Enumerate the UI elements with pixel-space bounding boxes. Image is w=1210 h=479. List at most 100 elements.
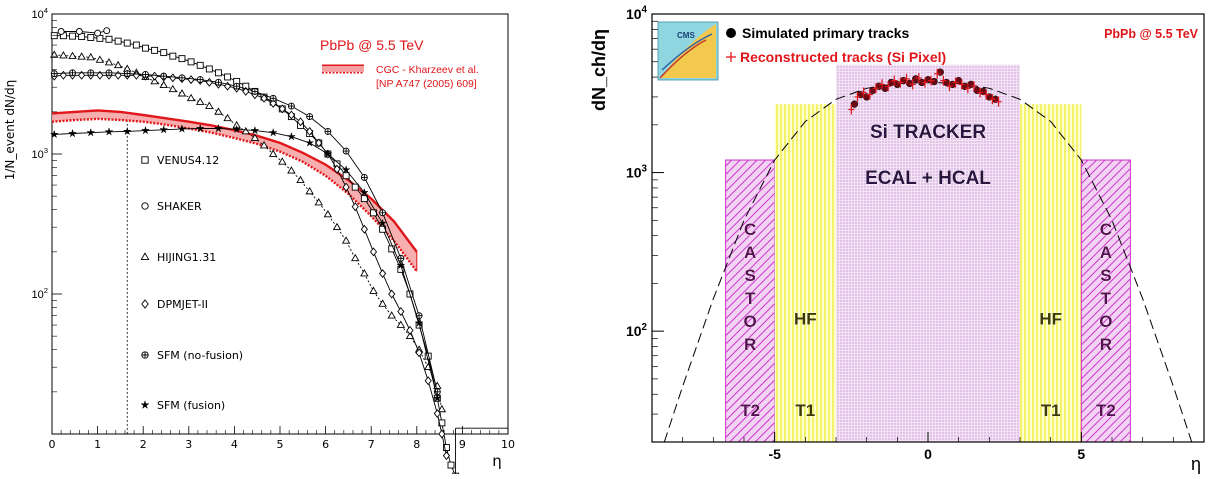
reco-point xyxy=(915,72,922,83)
marker-diamond xyxy=(379,269,387,279)
legend-marker-diamond xyxy=(141,299,149,309)
left-legend-item: SFM (no-fusion) xyxy=(141,349,243,362)
left-system-label: PbPb @ 5.5 TeV xyxy=(320,37,424,53)
marker-crosscircle xyxy=(160,72,168,80)
left-x-tick-label: 8 xyxy=(413,438,420,451)
marker-diamond xyxy=(269,98,277,108)
castor-letter: S xyxy=(1100,266,1111,285)
reco-point xyxy=(989,94,996,105)
region-sub-label: T2 xyxy=(1096,401,1116,420)
reco-point xyxy=(872,83,879,94)
marker-triangle xyxy=(296,175,305,184)
marker-square xyxy=(123,39,131,47)
marker-triangle xyxy=(77,52,86,60)
marker-crosscircle xyxy=(233,82,241,90)
marker-crosscircle-cross xyxy=(233,83,240,90)
marker-diamond xyxy=(114,70,122,80)
marker-crosscircle-cross xyxy=(142,71,149,78)
marker-crosscircle-cross xyxy=(379,209,386,216)
marker-triangle xyxy=(168,84,178,93)
region-hf-right: HF T1 xyxy=(1020,104,1082,443)
marker-star xyxy=(195,123,205,133)
marker-star xyxy=(177,124,187,133)
marker-triangle xyxy=(177,89,187,97)
marker-crosscircle xyxy=(287,102,295,110)
reco-point xyxy=(866,89,873,100)
left-plot-frame xyxy=(51,13,509,435)
marker-star xyxy=(213,123,224,133)
svg-text:CMS: CMS xyxy=(677,31,695,40)
marker-diamond xyxy=(296,117,305,127)
marker-diamond xyxy=(59,70,67,80)
marker-crosscircle-cross xyxy=(288,103,295,110)
left-legend-label: DPMJET-II xyxy=(157,298,208,311)
marker-square xyxy=(178,55,186,63)
marker-diamond xyxy=(406,325,414,335)
marker-triangle xyxy=(314,198,323,206)
left-legend-label: SFM (no-fusion) xyxy=(157,349,243,362)
marker-diamond xyxy=(205,77,213,87)
left-x-tick-label: 5 xyxy=(277,438,284,451)
marker-crosscircle-cross xyxy=(178,74,185,81)
cgc-legend-line1: CGC - Kharzeev et al. xyxy=(376,64,479,76)
marker-diamond xyxy=(415,348,423,358)
cgc-legend-line2: [NP A747 (2005) 609] xyxy=(376,78,477,90)
left-legend-item: HIJING1.31 xyxy=(140,251,216,264)
marker-square xyxy=(438,419,446,427)
marker-diamond xyxy=(388,289,396,299)
marker-square xyxy=(214,69,222,77)
marker-diamond xyxy=(287,110,295,120)
marker-diamond xyxy=(342,182,350,192)
marker-square xyxy=(360,195,368,203)
marker-triangle xyxy=(250,133,260,141)
marker-star xyxy=(268,127,278,137)
marker-square xyxy=(151,46,159,54)
marker-square xyxy=(87,33,95,41)
marker-star xyxy=(250,125,260,135)
right-x-tick-label: 5 xyxy=(1077,446,1085,462)
left-tail-line xyxy=(455,427,508,477)
left-legend-item: DPMJET-II xyxy=(141,298,208,311)
marker-crosscircle-cross xyxy=(215,79,222,86)
left-y-tick-label: 103 xyxy=(31,146,48,161)
marker-star xyxy=(414,318,424,327)
primary-point xyxy=(912,75,920,83)
reco-point xyxy=(934,68,941,79)
marker-crosscircle-cross xyxy=(106,69,112,76)
marker-star xyxy=(305,138,315,147)
series-line-star xyxy=(54,128,438,399)
legend-marker-circle xyxy=(141,202,149,210)
series-crosscircle xyxy=(50,69,441,396)
marker-crosscircle-cross xyxy=(306,113,313,120)
marker-triangle xyxy=(104,58,114,66)
left-legend-label: HIJING1.31 xyxy=(157,251,216,264)
marker-crosscircle xyxy=(306,113,314,121)
legend-reco-marker xyxy=(726,52,736,62)
right-y-tick-label: 103 xyxy=(626,163,648,180)
marker-diamond xyxy=(424,376,432,386)
marker-crosscircle xyxy=(379,209,387,217)
reco-point xyxy=(971,81,977,92)
marker-crosscircle-cross xyxy=(361,174,368,181)
region-box-tracker xyxy=(836,64,1020,442)
primary-point xyxy=(930,77,938,86)
marker-crosscircle xyxy=(324,127,332,135)
left-x-tick-label: 0 xyxy=(49,438,56,451)
left-x-axis-label: η xyxy=(492,452,502,470)
right-y-axis-label: dN_ch/dη xyxy=(589,29,609,111)
marker-square xyxy=(132,41,140,49)
legend-marker-crosscircle xyxy=(141,351,149,359)
marker-crosscircle xyxy=(142,71,149,78)
marker-diamond xyxy=(260,93,268,103)
marker-triangle xyxy=(113,60,123,69)
series-circle xyxy=(57,27,111,37)
left-y-tick-label: 104 xyxy=(31,6,48,21)
marker-triangle xyxy=(223,113,232,122)
marker-square xyxy=(447,461,455,469)
marker-star xyxy=(323,149,333,158)
legend-marker-crosscircle-cross xyxy=(141,351,149,359)
marker-diamond xyxy=(278,104,286,114)
marker-crosscircle-cross xyxy=(251,88,258,95)
